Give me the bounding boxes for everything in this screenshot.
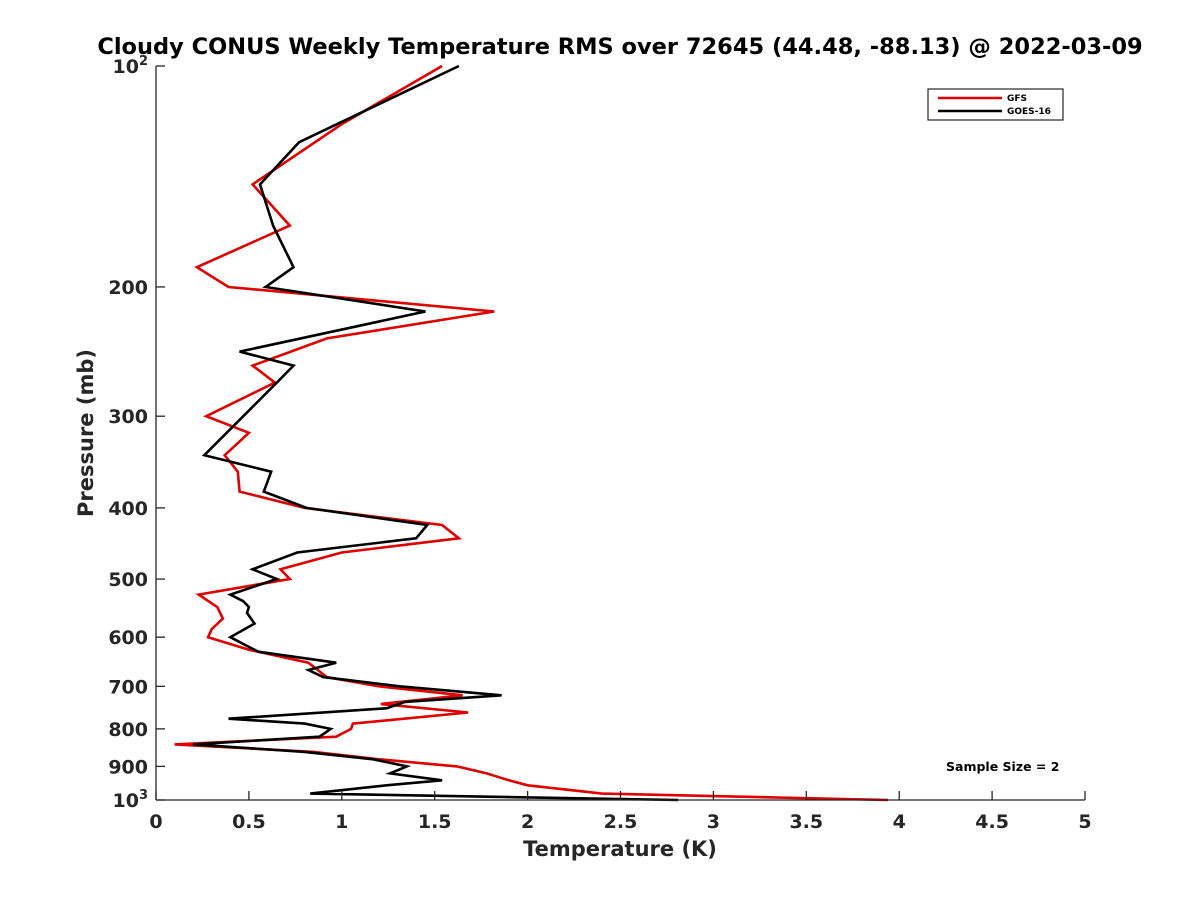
series-layer xyxy=(174,64,889,802)
y-tick-label: 700 xyxy=(108,676,148,698)
y-tick-label: 102 xyxy=(113,54,149,78)
legend: GFS GOES-16 xyxy=(927,88,1064,121)
x-axis-ticks: 0 0.5 1 1.5 2 2.5 3 3.5 4 4.5 5 xyxy=(149,791,1092,833)
legend-box xyxy=(927,88,1064,121)
y-tick-label: 103 xyxy=(113,788,149,812)
x-axis-label: Temperature (K) xyxy=(523,837,717,861)
y-tick-label: 200 xyxy=(108,277,148,299)
x-tick-label: 5 xyxy=(1078,811,1091,833)
x-tick-label: 1 xyxy=(335,811,348,833)
x-tick-label: 2 xyxy=(521,811,534,833)
plot-area: 0 0.5 1 1.5 2 2.5 3 3.5 4 4.5 5 102 200 300 400 500 600… xyxy=(108,54,1091,833)
y-tick-label: 400 xyxy=(108,498,148,520)
y-tick-label: 600 xyxy=(108,627,148,649)
y-axis-label: Pressure (mb) xyxy=(74,349,98,517)
x-tick-label: 0.5 xyxy=(232,811,266,833)
x-tick-label: 4 xyxy=(893,811,906,833)
series-line-goes-16 xyxy=(193,64,679,802)
legend-label-gfs: GFS xyxy=(1007,94,1027,104)
x-tick-label: 2.5 xyxy=(604,811,638,833)
y-axis-ticks: 102 200 300 400 500 600 700 800 900 103 xyxy=(108,54,165,812)
legend-label-goes-16: GOES-16 xyxy=(1007,107,1051,117)
x-tick-label: 4.5 xyxy=(975,811,1009,833)
series-line-gfs xyxy=(174,64,889,802)
chart-title: Cloudy CONUS Weekly Temperature RMS over… xyxy=(97,34,1142,60)
y-tick-label: 800 xyxy=(108,719,148,741)
x-tick-label: 0 xyxy=(149,811,162,833)
y-tick-label: 900 xyxy=(108,756,148,778)
sample-size-annotation: Sample Size = 2 xyxy=(946,759,1059,774)
y-tick-label: 300 xyxy=(108,406,148,428)
x-tick-label: 1.5 xyxy=(418,811,452,833)
x-tick-label: 3 xyxy=(707,811,720,833)
y-tick-label: 500 xyxy=(108,569,148,591)
x-tick-label: 3.5 xyxy=(789,811,823,833)
